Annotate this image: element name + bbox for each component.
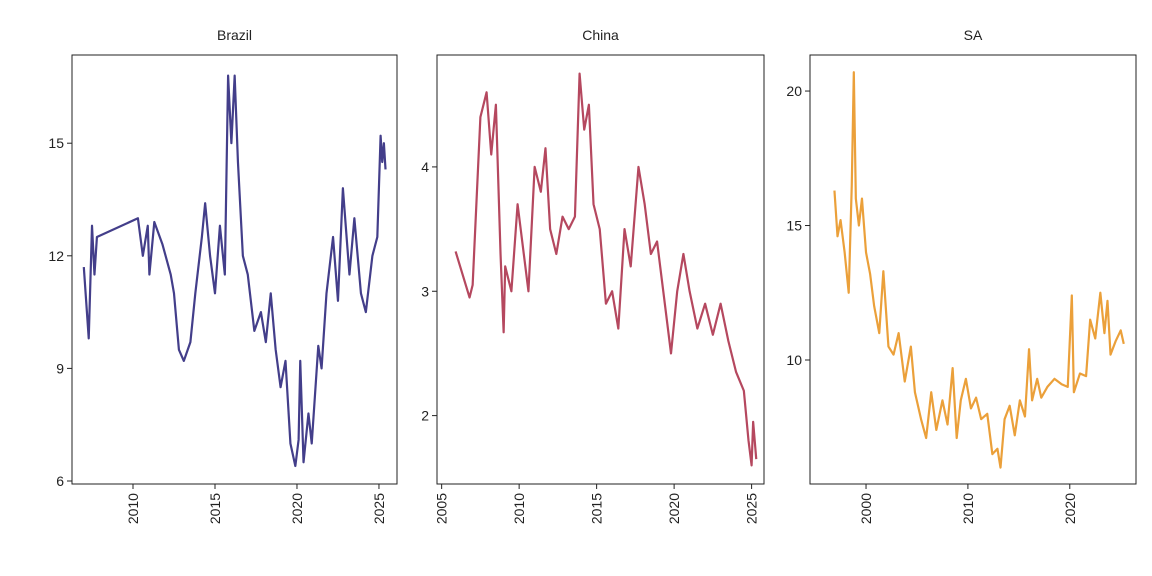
x-tick-label: 2010 (511, 493, 527, 524)
x-tick-label: 2020 (289, 493, 305, 524)
x-tick-label: 2025 (744, 493, 760, 524)
x-tick-label: 2020 (666, 493, 682, 524)
y-tick-label: 15 (48, 135, 64, 151)
y-tick-label: 12 (48, 248, 64, 264)
y-tick-label: 2 (421, 408, 429, 424)
data-line (454, 72, 758, 467)
x-tick-label: 2025 (371, 493, 387, 524)
panel-title: China (582, 27, 619, 43)
x-tick-label: 2005 (434, 493, 450, 524)
y-tick-label: 9 (56, 360, 64, 376)
x-tick-label: 2015 (589, 493, 605, 524)
x-tick-label: 2010 (125, 493, 141, 524)
data-line (833, 71, 1125, 469)
data-line (82, 74, 387, 468)
panel-title: SA (964, 27, 983, 43)
y-tick-label: 6 (56, 473, 64, 489)
y-tick-label: 20 (786, 83, 802, 99)
y-tick-label: 15 (786, 218, 802, 234)
y-tick-label: 10 (786, 352, 802, 368)
x-tick-label: 2020 (1062, 493, 1078, 524)
panel-frame (71, 54, 398, 485)
panel-title: Brazil (217, 27, 252, 43)
x-tick-label: 2015 (207, 493, 223, 524)
x-tick-label: 2000 (858, 493, 874, 524)
x-tick-label: 2010 (960, 493, 976, 524)
y-tick-label: 4 (421, 159, 429, 175)
panel-frame (436, 54, 765, 485)
y-tick-label: 3 (421, 283, 429, 299)
panel-frame (809, 54, 1137, 485)
